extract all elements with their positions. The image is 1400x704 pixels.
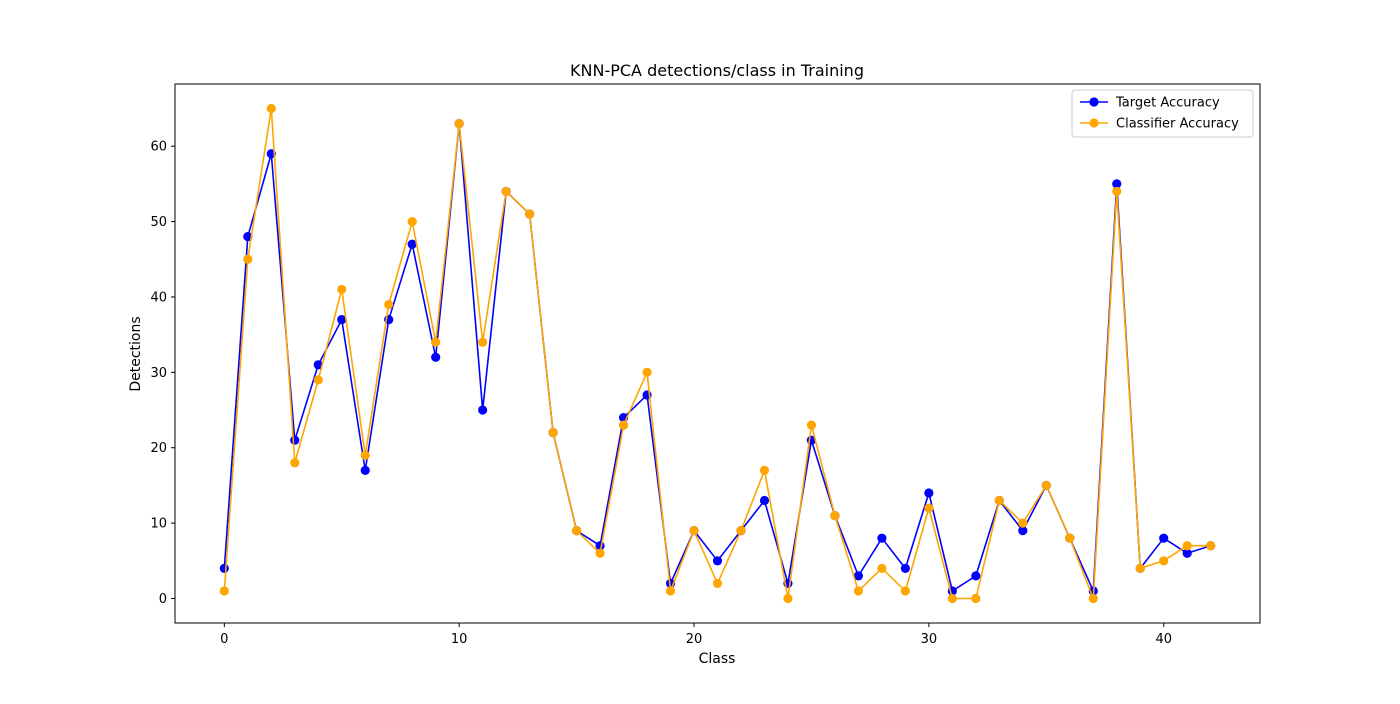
- plot-area: 0 10 20 30 40 0 10 20 30 40 50 60: [150, 83, 1261, 647]
- data-point: [642, 367, 652, 377]
- data-point: [877, 533, 887, 543]
- y-tick-label: 40: [150, 290, 167, 305]
- data-point: [1065, 533, 1075, 543]
- data-point: [877, 563, 887, 573]
- data-point: [1159, 533, 1169, 543]
- data-point: [407, 216, 417, 227]
- data-point: [478, 337, 488, 347]
- data-point: [548, 428, 558, 438]
- data-point: [290, 458, 300, 468]
- data-point: [618, 420, 629, 430]
- data-point: [689, 526, 699, 536]
- data-point: [712, 578, 723, 589]
- y-tick-label: 30: [150, 366, 167, 381]
- legend-item: Classifier Accuracy: [1080, 117, 1239, 132]
- data-point: [1041, 480, 1051, 491]
- data-point: [313, 360, 323, 370]
- data-point: [853, 571, 864, 581]
- y-tick-label: 20: [150, 441, 167, 456]
- y-tick-label: 0: [159, 592, 167, 607]
- data-point: [759, 495, 770, 506]
- data-point: [712, 556, 723, 566]
- x-tick-label: 10: [451, 632, 468, 647]
- series-1: [219, 103, 1216, 604]
- data-point: [830, 510, 840, 521]
- data-point: [1018, 518, 1028, 528]
- data-point: [571, 526, 582, 536]
- data-point: [360, 450, 370, 460]
- data-point: [924, 503, 934, 513]
- legend-item: Target Accuracy: [1080, 96, 1220, 111]
- data-point: [360, 465, 370, 475]
- chart-title: KNN-PCA detections/class in Training: [570, 61, 864, 80]
- data-point: [1135, 563, 1145, 573]
- legend-label: Target Accuracy: [1115, 96, 1220, 111]
- x-tick-label: 0: [220, 632, 228, 647]
- data-point: [1206, 541, 1216, 551]
- x-tick-label: 40: [1155, 632, 1172, 647]
- legend-marker: [1089, 97, 1099, 107]
- data-point: [924, 488, 934, 498]
- x-axis-label: Class: [699, 651, 736, 667]
- plot-frame: [174, 83, 1261, 624]
- data-point: [900, 563, 910, 573]
- data-point: [759, 465, 770, 475]
- data-point: [501, 186, 511, 197]
- data-point: [947, 593, 957, 604]
- data-point: [243, 232, 253, 242]
- data-point: [595, 548, 605, 558]
- data-point: [384, 299, 394, 310]
- data-point: [665, 586, 676, 596]
- y-tick-label: 50: [150, 215, 167, 230]
- data-point: [407, 239, 417, 249]
- data-point: [736, 526, 746, 536]
- data-point: [266, 103, 276, 114]
- data-point: [806, 420, 817, 430]
- data-point: [900, 586, 910, 596]
- x-tick-label: 30: [921, 632, 938, 647]
- data-point: [431, 337, 441, 347]
- data-point: [971, 571, 981, 581]
- data-point: [1018, 526, 1028, 536]
- y-tick-label: 10: [150, 517, 167, 532]
- data-point: [478, 405, 488, 415]
- data-point: [431, 352, 441, 362]
- data-point: [971, 593, 981, 604]
- data-point: [783, 593, 793, 604]
- legend-box: [1071, 89, 1254, 138]
- data-point: [1088, 593, 1098, 604]
- data-point: [1112, 179, 1122, 189]
- data-point: [313, 375, 323, 385]
- x-tick-label: 20: [686, 632, 703, 647]
- data-point: [1112, 186, 1122, 197]
- data-point: [994, 495, 1004, 506]
- data-point: [525, 209, 535, 219]
- data-point: [337, 314, 347, 325]
- y-tick-label: 60: [150, 140, 167, 155]
- data-point: [1159, 556, 1169, 566]
- data-point: [243, 254, 253, 264]
- legend: Target Accuracy Classifier Accuracy: [1071, 89, 1254, 138]
- data-point: [1182, 541, 1192, 551]
- data-point: [337, 284, 347, 295]
- data-point: [1182, 548, 1192, 558]
- data-point: [454, 118, 464, 129]
- y-axis-label: Detections: [128, 316, 144, 391]
- data-point: [219, 586, 229, 596]
- legend-marker: [1089, 118, 1099, 128]
- legend-label: Classifier Accuracy: [1116, 117, 1239, 132]
- data-point: [853, 586, 864, 596]
- data-point: [219, 563, 229, 573]
- data-point: [290, 435, 300, 445]
